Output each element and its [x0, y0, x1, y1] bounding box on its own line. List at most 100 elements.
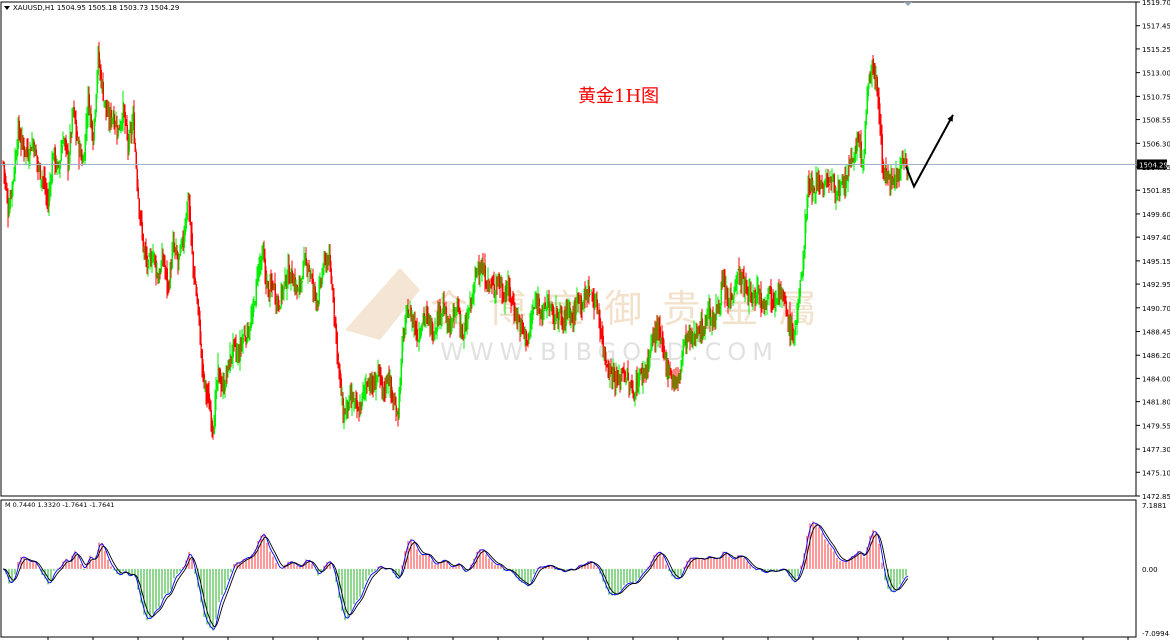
- candle-body: [143, 248, 145, 250]
- candle-body: [354, 399, 356, 401]
- candle-body: [675, 379, 677, 381]
- macd-panel: 7.1881 0.00 -7.0994: [0, 499, 1170, 638]
- candle-body: [98, 51, 100, 65]
- candle-body: [45, 188, 47, 194]
- candle-body: [79, 147, 81, 157]
- candle-body: [400, 360, 402, 386]
- candle-body: [116, 125, 118, 134]
- candle-body: [602, 335, 604, 352]
- macd-main-line: [2, 524, 909, 628]
- candle-body: [744, 283, 746, 291]
- candle-body: [293, 280, 295, 289]
- candle-body: [699, 330, 701, 336]
- candle-body: [617, 380, 619, 382]
- candle-body: [417, 340, 419, 342]
- candle-body: [849, 160, 851, 163]
- candle-body: [577, 294, 579, 302]
- candle-body: [266, 282, 268, 289]
- candle-body: [301, 281, 303, 283]
- candle-body: [535, 302, 537, 306]
- candle-body: [19, 136, 21, 141]
- candle-body: [589, 293, 591, 295]
- candle-body: [881, 134, 883, 162]
- candle-body: [447, 318, 449, 333]
- price-tick-label: 1519.70: [1142, 0, 1170, 7]
- price-tick-label: 1477.30: [1142, 446, 1170, 454]
- candle-body: [658, 328, 660, 330]
- candle-body: [506, 292, 508, 296]
- candle-body: [87, 93, 89, 116]
- candle-body: [642, 371, 644, 383]
- candle-body: [17, 122, 19, 149]
- candle-body: [207, 393, 209, 395]
- candle-body: [599, 318, 601, 333]
- candle-body: [542, 308, 544, 313]
- candle-body: [149, 256, 151, 258]
- candle-body: [553, 315, 555, 324]
- candle-body: [410, 307, 412, 322]
- candle-body: [475, 273, 477, 276]
- candle-body: [499, 283, 501, 289]
- candle-body: [558, 311, 560, 321]
- candle-body: [557, 316, 559, 318]
- candle-body: [769, 287, 771, 289]
- candle-body: [745, 282, 747, 288]
- candle-body: [422, 315, 424, 321]
- candle-body: [890, 176, 892, 184]
- candle-body: [653, 331, 655, 340]
- candle-body: [2, 161, 4, 163]
- candle-body: [332, 288, 334, 300]
- candle-body: [633, 394, 635, 399]
- candle-body: [463, 332, 465, 337]
- current-price-label: 1504.29: [1139, 161, 1168, 169]
- candle-body: [798, 299, 800, 301]
- candle-body: [564, 311, 566, 324]
- candle-body: [644, 369, 646, 372]
- candle-body: [462, 335, 464, 337]
- candle-body: [806, 198, 808, 220]
- candle-body: [221, 385, 223, 389]
- candle-body: [874, 75, 876, 83]
- candle-body: [902, 162, 904, 164]
- candle-body: [583, 293, 585, 309]
- candle-body: [423, 313, 425, 320]
- candle-body: [758, 288, 760, 297]
- candle-body: [5, 182, 7, 189]
- candle-body: [200, 343, 202, 348]
- candle-body: [648, 357, 650, 370]
- price-tick-label: 1484.00: [1142, 375, 1170, 383]
- candle-body: [495, 282, 497, 293]
- candle-body: [211, 420, 213, 426]
- candle-body: [824, 181, 826, 183]
- candle-body: [120, 122, 122, 127]
- candle-body: [740, 271, 742, 286]
- candle-body: [505, 290, 507, 294]
- candle-body: [703, 326, 705, 335]
- candle-body: [871, 61, 873, 76]
- candle-body: [730, 294, 732, 298]
- candle-body: [323, 257, 325, 268]
- price-tick-label: 1490.70: [1142, 305, 1170, 313]
- candle-body: [738, 267, 740, 284]
- dropdown-triangle-icon[interactable]: [4, 6, 10, 10]
- candle-body: [384, 389, 386, 392]
- candle-body: [473, 282, 475, 294]
- candle-body: [441, 309, 443, 316]
- candle-body: [203, 373, 205, 384]
- candle-body: [510, 298, 512, 302]
- candle-body: [454, 310, 456, 316]
- candle-body: [618, 373, 620, 383]
- candle-body: [96, 75, 98, 93]
- candle-body: [778, 291, 780, 298]
- candle-body: [663, 346, 665, 355]
- candle-body: [672, 375, 674, 379]
- candle-body: [144, 246, 146, 252]
- candle-body: [322, 270, 324, 274]
- candle-body: [196, 293, 198, 302]
- candle-body: [60, 151, 62, 161]
- candle-body: [802, 258, 804, 277]
- candle-body: [440, 314, 442, 318]
- candle-body: [364, 386, 366, 388]
- candle-body: [886, 173, 888, 184]
- candle-body: [214, 398, 216, 427]
